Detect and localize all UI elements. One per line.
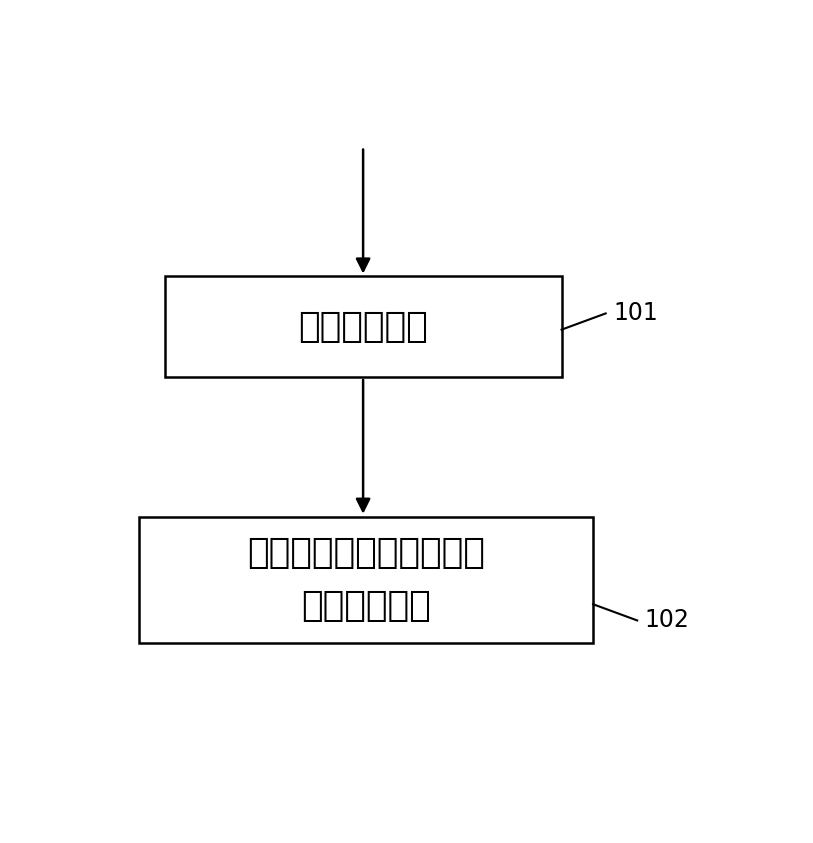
Text: 基于信号类型选择合适的
高频重建策略: 基于信号类型选择合适的 高频重建策略 — [247, 536, 485, 623]
Text: 102: 102 — [645, 609, 689, 632]
Bar — [140, 517, 593, 643]
Text: 101: 101 — [613, 302, 658, 325]
Bar — [165, 277, 562, 377]
Text: 判断信号类型: 判断信号类型 — [298, 309, 428, 344]
